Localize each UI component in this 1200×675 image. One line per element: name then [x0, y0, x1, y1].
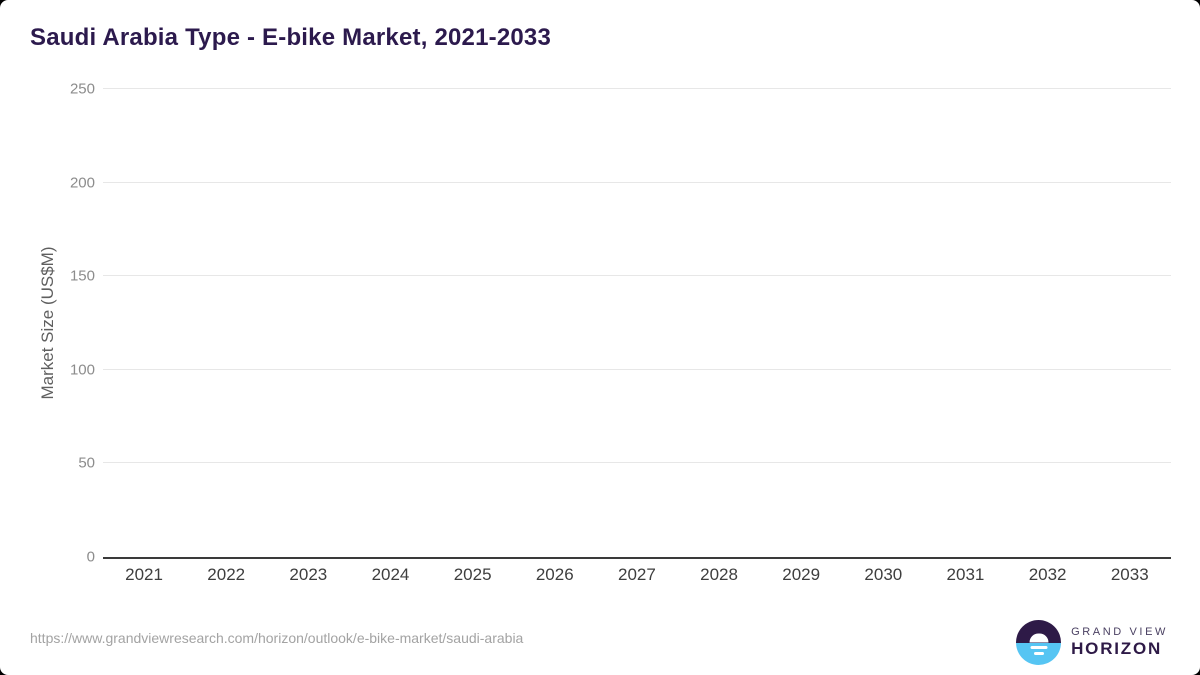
logo-text: GRAND VIEW HORIZON [1071, 626, 1168, 658]
x-tick-label-2026: 2026 [535, 565, 574, 584]
logo-reflection-line-1 [1030, 645, 1048, 649]
x-tick-label-2030: 2030 [864, 565, 903, 584]
grand-view-horizon-logo: GRAND VIEW HORIZON [1016, 620, 1168, 665]
gridline-200 [103, 181, 1171, 183]
gridline-250 [103, 88, 1171, 89]
y-tick-label-100: 100 [69, 361, 95, 379]
x-tick-label-2028: 2028 [700, 565, 738, 584]
chart-title: Saudi Arabia Type - E-bike Market, 2021-… [30, 24, 552, 51]
x-tick-label-2023: 2023 [289, 565, 328, 584]
x-tick-label-2029: 2029 [782, 565, 821, 584]
logo-text-horizon: HORIZON [1071, 639, 1163, 659]
y-tick-label-50: 50 [78, 454, 95, 472]
logo-sky-half [1016, 620, 1062, 643]
x-tick-label-2022: 2022 [207, 565, 246, 584]
x-tick-label-2033: 2033 [1110, 565, 1149, 584]
x-tick-label-2031: 2031 [946, 565, 985, 584]
logo-reflection-line-2 [1033, 651, 1044, 655]
x-tick-label-2027: 2027 [617, 565, 656, 584]
bar-series [103, 89, 1171, 557]
horizon-sun-icon [1016, 620, 1062, 665]
y-tick-label-150: 150 [69, 267, 95, 285]
plot-area [103, 88, 1171, 559]
x-tick-label-2025: 2025 [453, 565, 492, 584]
y-axis-ticks: 0 50 100 150 200 250 [0, 81, 95, 566]
y-tick-label-250: 250 [69, 80, 95, 98]
logo-sun-shape [1029, 633, 1049, 643]
x-axis-ticks: 2021 2022 2023 2024 2025 2026 2027 2028 2029 2030… [103, 565, 1171, 585]
source-url: https://www.grandviewresearch.com/horizo… [30, 630, 524, 646]
gridline-150 [103, 275, 1171, 277]
x-tick-label-2032: 2032 [1028, 565, 1067, 584]
logo-text-grand-view: GRAND VIEW [1071, 626, 1168, 639]
y-tick-label-200: 200 [69, 174, 95, 192]
y-tick-label-0: 0 [86, 548, 95, 566]
gridline-100 [103, 368, 1171, 370]
x-tick-label-2024: 2024 [371, 565, 410, 584]
gridline-50 [103, 462, 1171, 464]
x-tick-label-2021: 2021 [125, 565, 163, 584]
